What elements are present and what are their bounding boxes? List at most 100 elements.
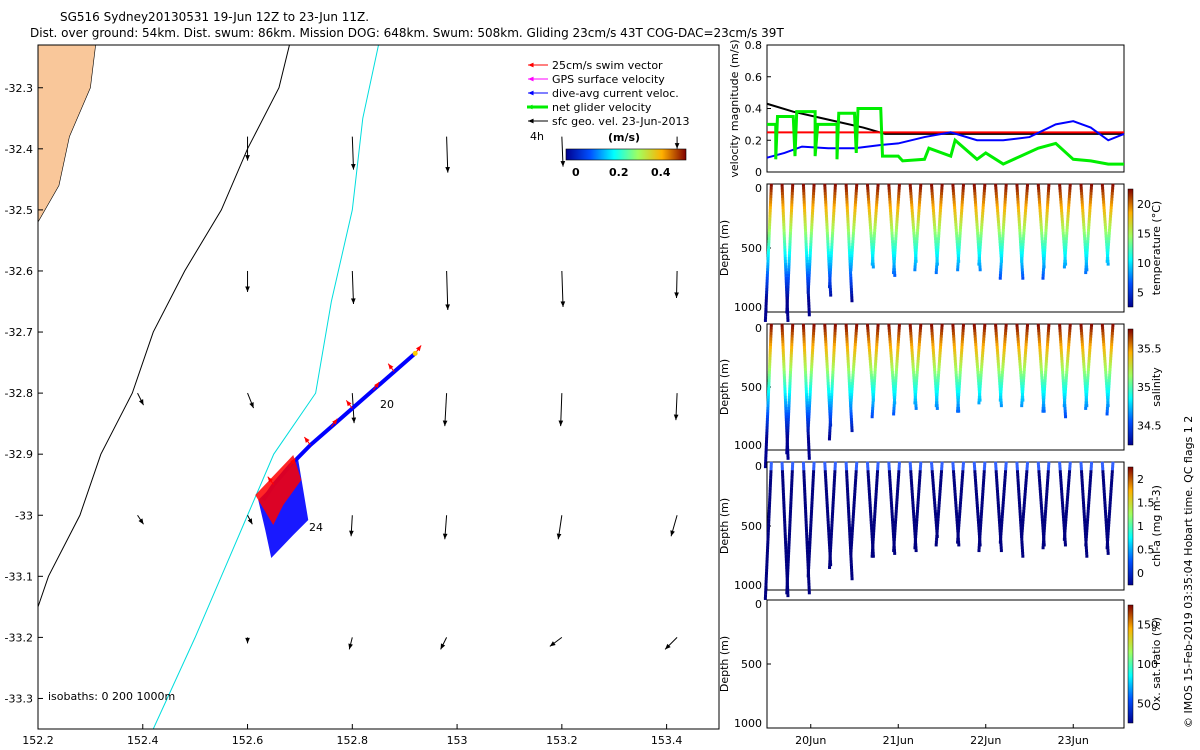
vel-ytick-label-2: 0.4 <box>745 103 763 116</box>
geo-vector-1 <box>350 136 356 170</box>
map-ytick-label-2: -32.5 <box>5 204 33 217</box>
geo-vector-14 <box>558 393 564 427</box>
swim-cluster <box>255 454 302 525</box>
vel-ytick-label-1: 0.2 <box>745 134 763 147</box>
legend-label-1: GPS surface velocity <box>552 73 665 86</box>
colorbar3-tick-3: 1.5 <box>1137 496 1155 509</box>
velocity-panel: 0 0.2 0.4 0.6 0.8 velocity magnitude (m/s) <box>728 39 1125 179</box>
profile3-points <box>763 461 1115 600</box>
profile4-ytick-label-1: 500 <box>741 658 762 671</box>
coastline-land <box>38 45 96 259</box>
swim-vector-4 <box>330 418 338 427</box>
map-ytick-label-4: -32.7 <box>5 326 33 339</box>
colorbar3-tick-1: 0.5 <box>1137 544 1155 557</box>
time-tick-label-3: 23Jun <box>1058 734 1089 747</box>
track-label-24: 24 <box>309 521 323 534</box>
time-tick-label-0: 20Jun <box>795 734 826 747</box>
profile3-ytick-label-2: 1000 <box>734 579 762 592</box>
vel-ylabel: velocity magnitude (m/s) <box>728 39 741 177</box>
profile1-ytick-label-1: 500 <box>741 242 762 255</box>
colorbar2-tick-2: 35.5 <box>1137 342 1162 355</box>
legend-arrow-0 <box>528 62 548 68</box>
profile1-points <box>763 183 1115 322</box>
profile4-ytick-label-2: 1000 <box>734 717 762 730</box>
profile-panel-1: 0 500 1000 Depth (m) temperature (°C) 5 10 15 20 <box>718 182 1163 322</box>
geo-vector-9 <box>674 270 679 298</box>
profile4-ylabel: Depth (m) <box>718 636 731 692</box>
profile1-ytick-label-0: 0 <box>755 182 762 195</box>
legend-time: 4h <box>530 130 544 143</box>
profile-frame-4 <box>766 599 1125 729</box>
geo-vector-3 <box>560 136 566 167</box>
geo-vector-18 <box>349 515 354 537</box>
legend-label-0: 25cm/s swim vector <box>552 59 663 72</box>
profile1-ylabel: Depth (m) <box>718 220 731 276</box>
legend-label-4: sfc geo. vel. 23-Jun-2013 <box>552 115 689 128</box>
map-xtick-label-1: 152.4 <box>127 734 159 747</box>
header-line1: SG516 Sydney20130531 19-Jun 12Z to 23-Ju… <box>60 10 369 24</box>
geo-vector-17 <box>247 515 253 525</box>
geo-vector-7 <box>445 270 450 310</box>
map-panel: 152.2 152.4 152.6 152.8 153 153.2 153.4 -32.3-… <box>5 44 720 747</box>
profile1-ytick-label-2: 1000 <box>734 301 762 314</box>
map-ytick-label-3: -32.6 <box>5 265 33 278</box>
colorbar2-tick-1: 35 <box>1137 381 1151 394</box>
legend-label-2: dive-avg current veloc. <box>552 87 679 100</box>
profile2-ytick-label-1: 500 <box>741 381 762 394</box>
vel-ytick-label-3: 0.6 <box>745 71 763 84</box>
velocity-series-3 <box>767 107 1124 166</box>
geo-vector-26 <box>664 637 678 650</box>
speed-colorbar <box>565 148 687 161</box>
colorbar-units: (m/s) <box>608 131 640 144</box>
geo-vector-0 <box>245 136 250 161</box>
copyright-note: © IMOS 15-Feb-2019 03:35:04 Hobart time.… <box>1182 416 1195 728</box>
legend-arrow-4 <box>528 118 548 124</box>
map-xtick-label-3: 152.8 <box>337 734 369 747</box>
colorbar3-tick-4: 2 <box>1137 473 1144 486</box>
glider-track <box>255 345 422 558</box>
vel-ytick-label-0: 0 <box>755 166 762 179</box>
colorbar-tick-1: 0.2 <box>609 166 629 179</box>
isobath-1000 <box>152 45 379 729</box>
profile3-ytick-label-0: 0 <box>755 460 762 473</box>
legend-label-3: net glider velocity <box>552 101 652 114</box>
colorbar1-tick-2: 15 <box>1137 227 1151 240</box>
geo-vector-11 <box>247 392 255 409</box>
geo-vector-10 <box>137 392 144 406</box>
isobath-200 <box>38 45 290 608</box>
colorbar-tick-2: 0.4 <box>651 166 671 179</box>
colorbar4-tick-2: 150 <box>1137 619 1158 632</box>
velocity-series-2 <box>766 120 1125 159</box>
geo-vector-15 <box>673 393 679 421</box>
map-ytick-label-1: -32.4 <box>5 143 33 156</box>
time-tick-label-2: 22Jun <box>970 734 1001 747</box>
legend-arrow-1 <box>528 76 548 82</box>
swim-vector-1 <box>387 363 395 373</box>
legend-arrow-2 <box>528 90 548 96</box>
profile-panel-3: 0 500 1000 Depth (m) chl-a (mg m-3) 0 0.5 1 1.5 2 <box>718 460 1163 600</box>
map-ytick-label-0: -32.3 <box>5 82 33 95</box>
header-line2: Dist. over ground: 54km. Dist. swum: 86k… <box>30 26 784 40</box>
profile-panel-2: 0 500 1000 Depth (m) salinity 34.5 35 35.5 <box>718 322 1163 469</box>
colorbar1-tick-3: 20 <box>1137 198 1151 211</box>
geo-vector-24 <box>440 637 448 650</box>
profile2-ytick-label-2: 1000 <box>734 439 762 452</box>
colorbar4-tick-0: 50 <box>1137 697 1151 710</box>
profile2-ylabel: Depth (m) <box>718 359 731 415</box>
geo-vector-4 <box>674 136 680 149</box>
colorbar-label-1: temperature (°C) <box>1150 201 1163 295</box>
profile2-points <box>763 323 1115 469</box>
geo-vector-20 <box>556 515 563 540</box>
map-xtick-label-4: 153 <box>447 734 468 747</box>
legend-arrow-3 <box>527 104 548 110</box>
profile-panel-4: 0 500 1000 Depth (m) Ox. sat. ratio (%)50 100… <box>718 598 1163 747</box>
time-tick-label-1: 21Jun <box>883 734 914 747</box>
colorbar4-tick-1: 100 <box>1137 658 1158 671</box>
geo-vector-19 <box>442 515 448 540</box>
geo-vector-22 <box>245 637 250 644</box>
geo-vector-6 <box>350 270 356 304</box>
map-xtick-label-2: 152.6 <box>232 734 264 747</box>
vel-ytick-label-4: 0.8 <box>745 39 763 52</box>
map-ytick-label-6: -32.9 <box>5 448 33 461</box>
